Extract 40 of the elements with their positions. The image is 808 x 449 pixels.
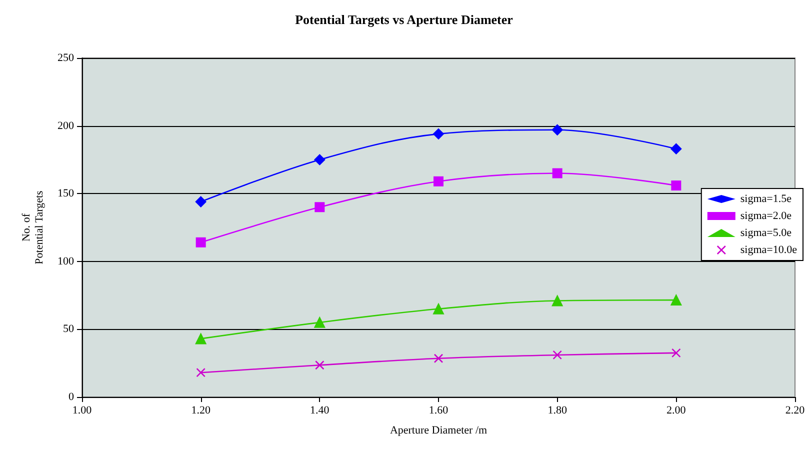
y-tick-label: 0 bbox=[68, 391, 74, 403]
point bbox=[552, 350, 562, 360]
legend-label: sigma=5.0e bbox=[740, 227, 792, 239]
point bbox=[670, 294, 682, 306]
y-axis-title: No. of Potential Targets bbox=[20, 190, 46, 264]
point bbox=[434, 176, 444, 186]
point bbox=[434, 354, 444, 364]
legend-label: sigma=2.0e bbox=[740, 210, 792, 222]
chart-title: Potential Targets vs Aperture Diameter bbox=[295, 12, 514, 27]
point bbox=[433, 128, 444, 140]
y-tick-label: 250 bbox=[58, 52, 74, 64]
point bbox=[672, 348, 681, 358]
point bbox=[433, 303, 444, 314]
x-tick-label: 1.40 bbox=[310, 404, 330, 416]
point bbox=[196, 368, 206, 378]
point bbox=[195, 333, 206, 344]
point bbox=[314, 316, 326, 328]
point bbox=[195, 196, 206, 208]
x-tick-label: 2.00 bbox=[666, 404, 686, 416]
y-tick-label: 50 bbox=[63, 323, 74, 336]
x-tick-label: 1.60 bbox=[428, 404, 449, 416]
point bbox=[552, 295, 563, 306]
legend-label: sigma=10.0e bbox=[740, 244, 798, 256]
point bbox=[314, 154, 326, 166]
point bbox=[670, 143, 682, 154]
point bbox=[671, 180, 682, 190]
x-tick-label: 1.80 bbox=[548, 404, 568, 416]
x-tick-label: 2.20 bbox=[785, 404, 806, 416]
point bbox=[196, 237, 206, 248]
y-tick-label: 150 bbox=[58, 188, 74, 200]
x-axis-title: Aperture Diameter /m bbox=[390, 424, 488, 436]
point bbox=[315, 360, 324, 370]
legend-label: sigma=1.5e bbox=[740, 193, 792, 205]
point bbox=[314, 202, 325, 212]
point bbox=[552, 168, 562, 178]
point bbox=[552, 124, 563, 136]
y-tick-label: 100 bbox=[58, 255, 74, 268]
x-tick-label: 1.20 bbox=[191, 404, 211, 416]
y-tick-label: 200 bbox=[58, 120, 74, 132]
x-tick-label: 1.00 bbox=[72, 404, 92, 416]
